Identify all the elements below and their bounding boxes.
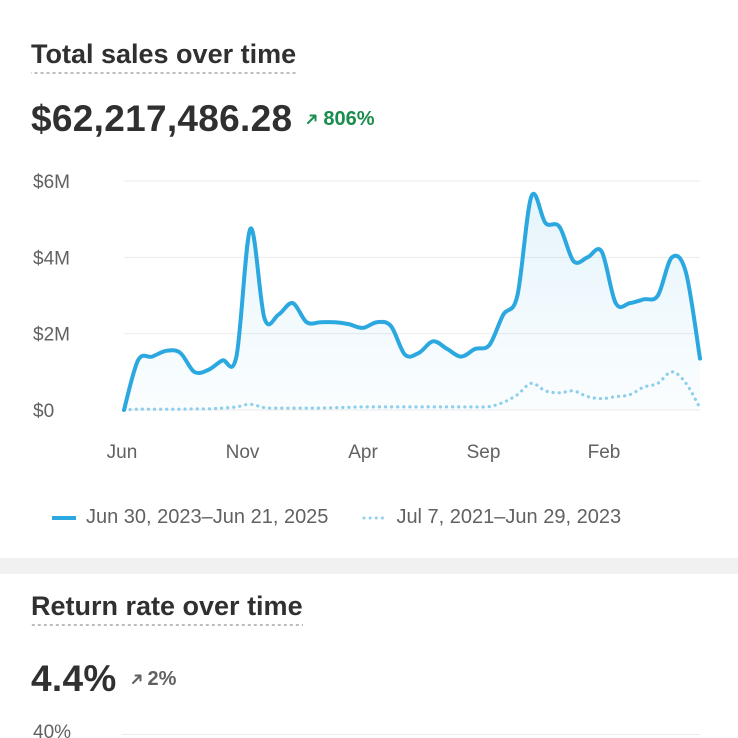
x-tick-label: Sep bbox=[467, 442, 501, 463]
chart-legend: Jun 30, 2023–Jun 21, 2025 Jul 7, 2021–Ju… bbox=[52, 506, 621, 529]
total-sales-title[interactable]: Total sales over time bbox=[31, 38, 297, 75]
y-tick-label: $6M bbox=[33, 172, 70, 193]
return-rate-delta-value: 2% bbox=[147, 667, 177, 690]
y-tick-label: $0 bbox=[33, 401, 54, 422]
x-tick-label: Apr bbox=[348, 442, 378, 463]
x-tick-label: Nov bbox=[226, 442, 260, 463]
series-area-current-period bbox=[124, 193, 700, 410]
dotted-line-swatch-icon bbox=[362, 516, 387, 519]
return-rate-y-tick-label: 40% bbox=[33, 722, 72, 738]
total-sales-delta-value: 806% bbox=[323, 107, 375, 130]
chart-y-axis: $0 $2M $4M $6M bbox=[33, 172, 70, 422]
total-sales-card: Total sales over time $62,217,486.28 806… bbox=[0, 38, 738, 529]
y-tick-label: $4M bbox=[33, 248, 70, 269]
card-divider bbox=[0, 558, 738, 574]
total-sales-chart[interactable]: $0 $2M $4M $6M Jun Nov Apr Sep Feb bbox=[0, 160, 738, 480]
total-sales-metric-row: $62,217,486.28 806% bbox=[31, 98, 375, 140]
legend-item-current-period[interactable]: Jun 30, 2023–Jun 21, 2025 bbox=[52, 506, 328, 529]
legend-label-previous-period: Jul 7, 2021–Jun 29, 2023 bbox=[396, 506, 622, 528]
return-rate-metric-row: 4.4% 2% bbox=[31, 658, 176, 700]
series-line-current-period bbox=[122, 191, 702, 412]
return-rate-title[interactable]: Return rate over time bbox=[31, 590, 303, 627]
chart-series bbox=[122, 191, 702, 412]
return-rate-delta-badge: 2% bbox=[131, 667, 177, 691]
x-tick-label: Feb bbox=[588, 442, 621, 463]
return-rate-card: Return rate over time 4.4% 2% 40% bbox=[0, 574, 738, 738]
total-sales-delta-badge: 806% bbox=[306, 107, 375, 131]
legend-item-previous-period[interactable]: Jul 7, 2021–Jun 29, 2023 bbox=[362, 506, 621, 529]
return-rate-value: 4.4% bbox=[31, 658, 117, 699]
legend-label-current-period: Jun 30, 2023–Jun 21, 2025 bbox=[86, 506, 329, 528]
return-rate-gridline bbox=[122, 734, 700, 735]
y-tick-label: $2M bbox=[33, 325, 70, 346]
solid-line-swatch-icon bbox=[52, 515, 76, 520]
x-tick-label: Jun bbox=[107, 442, 138, 463]
total-sales-value: $62,217,486.28 bbox=[31, 98, 293, 139]
arrow-up-right-icon bbox=[307, 114, 317, 124]
arrow-up-right-icon bbox=[131, 674, 142, 684]
chart-x-axis: Jun Nov Apr Sep Feb bbox=[107, 442, 621, 463]
